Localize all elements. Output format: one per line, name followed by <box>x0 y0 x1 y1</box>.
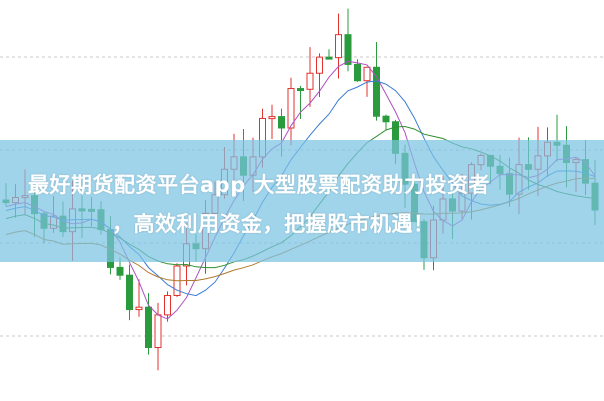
candle-body <box>306 72 314 90</box>
candle-body <box>344 34 352 65</box>
candle-body <box>297 88 304 92</box>
candle-body <box>116 266 124 276</box>
candle-body <box>363 66 371 82</box>
candle-body <box>325 56 333 60</box>
candle-body <box>268 116 276 120</box>
candle-body <box>373 66 380 117</box>
candle-body <box>164 294 171 316</box>
candle-body <box>126 274 133 311</box>
candle-body <box>154 314 162 348</box>
candle-body <box>382 115 390 123</box>
candle-body <box>335 34 342 59</box>
candle-body <box>287 88 295 129</box>
candle-body <box>316 56 323 74</box>
candle-body <box>145 306 152 348</box>
banner-line: 最好期货配资平台app 大型股票配资助力投资者 <box>28 173 491 197</box>
banner <box>0 140 604 262</box>
candle-body <box>135 306 143 311</box>
candle-body <box>354 63 361 82</box>
banner-line: ，高效利用资金，把握股市机遇！ <box>112 212 435 236</box>
candle-body <box>278 116 285 129</box>
